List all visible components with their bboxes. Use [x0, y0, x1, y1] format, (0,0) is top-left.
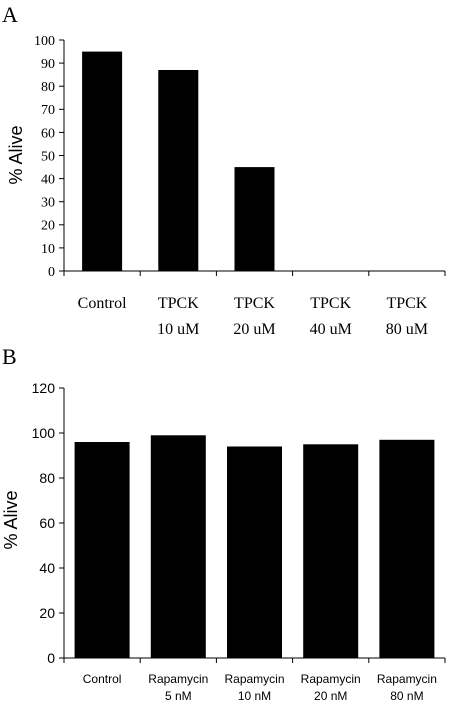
panel-a-category-label-4-line-2: 40 uM	[310, 321, 352, 338]
panel-b-bar-1	[74, 442, 130, 658]
panel-a-y-tick-label-0: 0	[48, 265, 55, 280]
panel-b: B % Alive 0 20 40 60 80 100 120 Control Rapamyci…	[1, 344, 446, 703]
panel-b-label: B	[2, 344, 17, 369]
panel-b-bar-4	[303, 444, 359, 659]
panel-b-category-label-2: Rapamycin	[148, 672, 208, 686]
panel-a-y-tick-label-80: 80	[41, 80, 55, 95]
panel-b-y-axis-label: % Alive	[1, 490, 21, 549]
panel-b-category-label-1: Control	[83, 672, 122, 686]
panel-a-y-tick-label-100: 100	[34, 34, 55, 49]
panel-a: A % Alive 0 10 20 30 40 50 60 70 80 90 100 Control T…	[2, 2, 446, 338]
panel-a-label: A	[2, 2, 18, 27]
panel-b-y-tick-label-80: 80	[39, 470, 55, 486]
panel-a-bar-2	[158, 70, 199, 271]
panel-b-y-tick-label-0: 0	[47, 650, 55, 666]
panel-a-y-tick-label-30: 30	[41, 196, 55, 211]
panel-b-category-label-4-line-2: 20 nM	[314, 689, 347, 703]
panel-a-y-tick-label-50: 50	[41, 149, 55, 164]
panel-a-category-label-2: TPCK	[158, 295, 199, 312]
panel-b-category-label-4: Rapamycin	[301, 672, 361, 686]
panel-a-y-tick-label-20: 20	[41, 219, 55, 234]
panel-a-category-label-3-line-2: 20 uM	[233, 321, 275, 338]
panel-b-y-tick-label-120: 120	[32, 380, 56, 396]
panel-b-y-tick-label-100: 100	[32, 425, 56, 441]
panel-a-category-label-5: TPCK	[386, 295, 427, 312]
panel-a-category-label-3: TPCK	[234, 295, 275, 312]
panel-a-y-tick-label-70: 70	[41, 103, 55, 118]
panel-a-category-label-4: TPCK	[310, 295, 351, 312]
panel-b-bar-3	[227, 446, 282, 658]
panel-a-category-label-5-line-2: 80 uM	[386, 321, 428, 338]
panel-b-category-label-5-line-2: 80 nM	[390, 689, 423, 703]
panel-a-y-axis-label: % Alive	[6, 125, 26, 184]
panel-a-category-label-2-line-2: 10 uM	[157, 321, 199, 338]
panel-b-bar-5	[379, 439, 435, 659]
panel-a-y-tick-label-10: 10	[41, 242, 55, 257]
panel-a-y-tick-label-40: 40	[41, 173, 55, 188]
panel-a-y-tick-label-60: 60	[41, 126, 55, 141]
panel-b-y-tick-label-20: 20	[39, 605, 55, 621]
panel-a-category-label-1: Control	[78, 295, 127, 312]
panel-a-bar-1	[82, 51, 123, 271]
panel-b-y-tick-label-60: 60	[39, 515, 55, 531]
panel-b-category-label-2-line-2: 5 nM	[165, 689, 192, 703]
panel-b-category-label-3-line-2: 10 nM	[238, 689, 271, 703]
panel-a-y-tick-label-90: 90	[41, 57, 55, 72]
panel-b-bar-2	[150, 435, 206, 659]
panel-b-category-label-3: Rapamycin	[224, 672, 284, 686]
panel-a-bar-3	[234, 167, 275, 271]
panel-b-y-tick-label-40: 40	[39, 560, 55, 576]
panel-b-category-label-5: Rapamycin	[377, 672, 437, 686]
